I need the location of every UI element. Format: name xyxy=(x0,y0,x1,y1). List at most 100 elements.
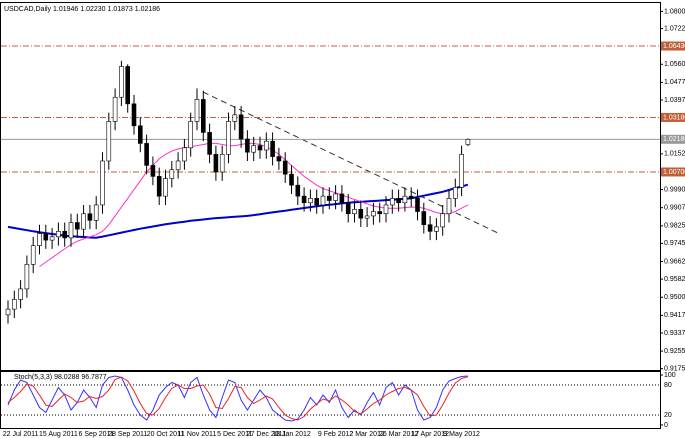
candle-body xyxy=(125,66,130,105)
candle-body xyxy=(276,156,282,162)
candle-body xyxy=(339,193,345,204)
candle-body xyxy=(68,222,74,239)
candle-body xyxy=(295,184,301,197)
candle-body xyxy=(213,154,219,173)
x-tick-label: 22 Jul 2011 xyxy=(3,431,39,438)
y-tick-label: 0.93375 xyxy=(664,330,685,337)
y-tick-label: 20 xyxy=(664,412,672,419)
candle-body xyxy=(12,299,17,310)
y-tick-label: 1.05600 xyxy=(664,61,685,68)
x-tick-label: 9 Feb 2012 xyxy=(318,431,354,438)
y-tick-label: 0.97451 xyxy=(664,240,685,247)
main-panel xyxy=(0,2,661,371)
last-price-bg xyxy=(661,134,685,144)
y-tick-label: 0.96625 xyxy=(664,258,685,265)
level-label: 1.06430 xyxy=(663,43,685,50)
x-tick-label: 20 Oct 2011 xyxy=(147,431,185,438)
candle-body xyxy=(201,99,206,133)
candle-body xyxy=(326,195,332,201)
candle-body xyxy=(87,213,93,221)
y-tick-label: 0.91750 xyxy=(664,366,685,373)
candle-body xyxy=(257,145,263,151)
candle-body xyxy=(232,114,238,122)
candle-body xyxy=(402,195,408,204)
level-label: 1.00700 xyxy=(663,169,685,176)
candle-body xyxy=(440,213,446,228)
candle-body xyxy=(345,202,351,215)
candle-body xyxy=(106,121,112,162)
indicator-title: Stoch(5,3,3) 98.0288 96.7877 xyxy=(14,374,107,381)
indicator-line xyxy=(7,376,469,421)
x-tick-label: 11 Nov 2011 xyxy=(178,431,217,438)
candle-body xyxy=(421,211,427,226)
stoch-panel xyxy=(0,371,661,429)
x-tick-label: 9 May 2012 xyxy=(443,431,480,438)
level-label-bg xyxy=(661,112,685,122)
last-price-label: 1.02186 xyxy=(663,136,685,143)
y-tick-label: 1.01525 xyxy=(664,151,685,158)
candle-body xyxy=(18,288,23,300)
candle-body xyxy=(314,198,320,206)
candle-body xyxy=(415,198,420,212)
indicator-line xyxy=(7,375,468,422)
y-tick-label: 1.07225 xyxy=(664,25,685,32)
candle-body xyxy=(30,245,36,265)
candle-body xyxy=(371,211,376,217)
y-tick-label: 0.94175 xyxy=(664,312,685,319)
candle-body xyxy=(301,195,307,204)
candle-body xyxy=(389,198,395,206)
candle-body xyxy=(377,211,383,215)
candle-body xyxy=(175,160,181,171)
candle-body xyxy=(62,231,68,239)
candle-body xyxy=(465,139,471,145)
candle-body xyxy=(383,204,389,215)
level-label-bg xyxy=(661,167,685,177)
x-tick-label: 26 Mar 2012 xyxy=(379,431,418,438)
candle-body xyxy=(81,213,86,230)
candle-body xyxy=(308,198,313,204)
y-tick-label: 1.04775 xyxy=(664,79,685,86)
candle-body xyxy=(100,160,105,206)
level-label-bg xyxy=(661,41,685,51)
x-tick-label: 5 Dec 2011 xyxy=(217,431,252,438)
candle-body xyxy=(169,169,175,179)
candle-body xyxy=(119,66,124,98)
y-tick-label: 0.95825 xyxy=(664,276,685,283)
candle-body xyxy=(5,308,11,316)
candle-body xyxy=(37,233,42,246)
candle-body xyxy=(112,96,118,122)
x-tick-label: 27 Dec 2011 xyxy=(247,431,286,438)
candle-body xyxy=(24,263,30,290)
y-tick-label: 0.99075 xyxy=(664,205,685,212)
candle-body xyxy=(150,165,156,177)
candle-body xyxy=(352,209,357,215)
candle-body xyxy=(238,114,244,140)
x-tick-label: 18 Jan 2012 xyxy=(272,431,311,438)
y-tick-label: 100 xyxy=(664,372,676,379)
chart-title: USDCAD,Daily 1.01946 1.02230 1.01873 1.0… xyxy=(4,6,160,13)
candle-body xyxy=(408,195,414,199)
y-tick-label: 0 xyxy=(664,422,668,429)
x-tick-label: 2 Mar 2012 xyxy=(349,431,385,438)
candle-body xyxy=(49,236,55,241)
candle-body xyxy=(333,193,338,201)
x-tick-label: 28 Sep 2011 xyxy=(108,431,147,438)
x-tick-label: 17 Apr 2012 xyxy=(411,431,449,438)
candle-body xyxy=(163,178,168,197)
candle-body xyxy=(446,198,452,215)
candle-body xyxy=(270,140,275,157)
x-tick-label: 6 Sep 2011 xyxy=(79,431,114,438)
candle-body xyxy=(245,138,250,153)
candle-body xyxy=(219,154,225,173)
candle-body xyxy=(289,173,294,186)
candle-body xyxy=(364,215,370,219)
candle-body xyxy=(396,198,401,204)
candle-body xyxy=(226,121,231,155)
candle-body xyxy=(358,209,364,219)
